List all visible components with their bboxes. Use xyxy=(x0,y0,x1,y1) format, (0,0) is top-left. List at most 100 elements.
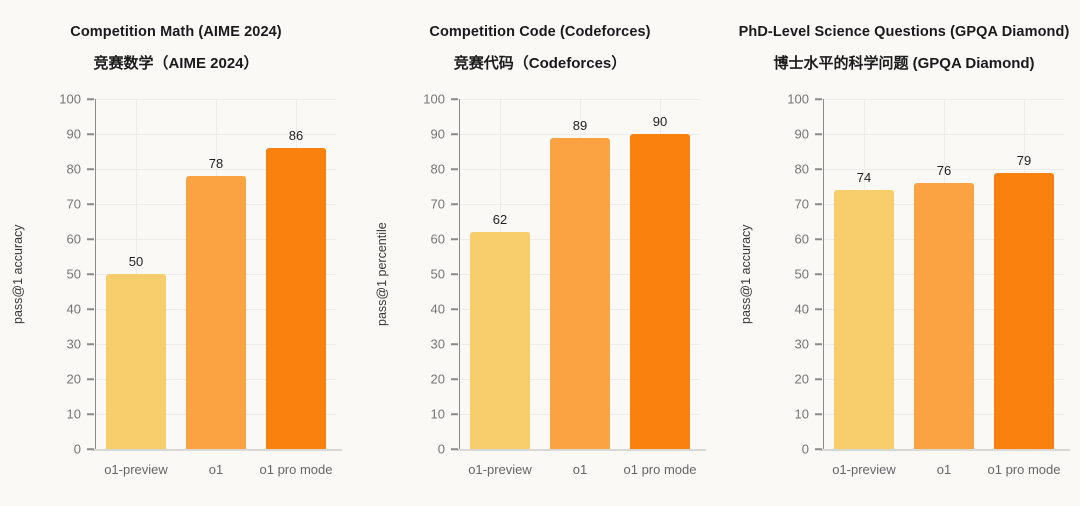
y-tick-label: 70 xyxy=(430,196,445,212)
y-tick-label: 10 xyxy=(794,406,809,422)
y-tick-label: 80 xyxy=(794,161,809,177)
bar-o1-pro-mode xyxy=(266,148,326,450)
x-category-label: o1-preview xyxy=(468,462,532,478)
y-tick-label: 40 xyxy=(794,301,809,317)
bar-o1-preview xyxy=(470,232,530,450)
y-tick-label: 90 xyxy=(430,126,445,142)
y-tick-label: 10 xyxy=(66,406,81,422)
y-tick-mark xyxy=(87,133,94,136)
x-category-label: o1 pro mode xyxy=(987,462,1061,478)
bar-o1-preview xyxy=(106,274,166,450)
y-tick-label: 70 xyxy=(794,196,809,212)
y-tick-label: 50 xyxy=(430,266,445,282)
bar-value-label: 86 xyxy=(288,128,304,144)
y-tick-mark xyxy=(815,98,822,101)
y-tick-mark xyxy=(815,413,822,416)
x-axis-line xyxy=(821,449,1070,451)
bar-o1-pro-mode xyxy=(630,134,690,450)
x-category-label: o1-preview xyxy=(104,462,168,478)
chart-subtitle-zh: 竞赛数学（AIME 2024） xyxy=(93,55,259,73)
x-category-label: o1 xyxy=(936,462,952,478)
y-tick-label: 90 xyxy=(66,126,81,142)
y-tick-mark xyxy=(451,203,458,206)
y-tick-mark xyxy=(451,378,458,381)
x-category-label: o1-preview xyxy=(832,462,896,478)
y-axis-line xyxy=(458,99,460,452)
chart-subtitle-zh: 博士水平的科学问题 (GPQA Diamond) xyxy=(773,55,1035,73)
y-tick-mark xyxy=(815,168,822,171)
y-tick-mark xyxy=(815,273,822,276)
y-tick-mark xyxy=(815,343,822,346)
y-tick-label: 60 xyxy=(794,231,809,247)
bar-value-label: 90 xyxy=(652,114,668,130)
y-tick-mark xyxy=(815,378,822,381)
bar-o1 xyxy=(186,176,246,450)
y-tick-label: 80 xyxy=(430,161,445,177)
y-tick-mark xyxy=(87,98,94,101)
chart-competition-code: Competition Code (Codeforces) 竞赛代码（Codef… xyxy=(372,0,708,506)
y-tick-label: 40 xyxy=(430,301,445,317)
y-tick-mark xyxy=(451,413,458,416)
plot-wrap: pass@1 percentile 0 10 20 30 40 50 60 70 80 90 100… xyxy=(372,92,708,477)
y-tick-label: 10 xyxy=(430,406,445,422)
y-tick-mark xyxy=(87,238,94,241)
y-tick-mark xyxy=(87,168,94,171)
chart-gpqa-science: PhD-Level Science Questions (GPQA Diamon… xyxy=(736,0,1072,506)
y-tick-mark xyxy=(815,448,822,451)
plot-area: pass@1 accuracy 0 10 20 30 40 50 60 70 80 90 100 50… xyxy=(11,92,342,477)
y-tick-mark xyxy=(451,133,458,136)
plot-wrap: pass@1 accuracy 0 10 20 30 40 50 60 70 80 90 100 74… xyxy=(736,92,1072,477)
bar-value-label: 50 xyxy=(128,254,144,270)
y-tick-mark xyxy=(87,343,94,346)
plot-wrap: pass@1 accuracy 0 10 20 30 40 50 60 70 80 90 100 50… xyxy=(8,92,344,477)
y-tick-label: 60 xyxy=(66,231,81,247)
x-axis-line xyxy=(457,449,706,451)
y-axis-line xyxy=(822,99,824,452)
y-tick-mark xyxy=(87,273,94,276)
y-axis-title: pass@1 percentile xyxy=(375,222,389,327)
plot-area: pass@1 percentile 0 10 20 30 40 50 60 70 80 90 100… xyxy=(375,92,706,477)
bar-value-label: 89 xyxy=(572,117,588,133)
bar-o1-preview xyxy=(834,190,894,450)
x-axis-line xyxy=(93,449,342,451)
bar-value-label: 62 xyxy=(492,212,508,228)
bar-value-label: 78 xyxy=(208,156,224,172)
y-tick-label: 50 xyxy=(794,266,809,282)
y-tick-label: 50 xyxy=(66,266,81,282)
y-tick-label: 0 xyxy=(437,441,445,457)
y-tick-mark xyxy=(815,308,822,311)
x-category-label: o1 xyxy=(208,462,224,478)
bar-value-label: 74 xyxy=(856,170,872,186)
y-tick-mark xyxy=(87,378,94,381)
y-tick-mark xyxy=(87,203,94,206)
y-tick-label: 0 xyxy=(73,441,81,457)
y-tick-label: 80 xyxy=(66,161,81,177)
x-category-label: o1 pro mode xyxy=(259,462,333,478)
chart-title: Competition Math (AIME 2024) xyxy=(70,24,282,40)
y-tick-mark xyxy=(451,308,458,311)
bar-o1 xyxy=(914,183,974,450)
chart-title: PhD-Level Science Questions (GPQA Diamon… xyxy=(738,24,1070,40)
y-tick-label: 60 xyxy=(430,231,445,247)
y-tick-label: 100 xyxy=(787,91,809,107)
y-tick-mark xyxy=(451,168,458,171)
y-tick-mark xyxy=(451,98,458,101)
y-tick-mark xyxy=(451,238,458,241)
chart-competition-math: Competition Math (AIME 2024) 竞赛数学（AIME 2… xyxy=(8,0,344,506)
y-tick-label: 100 xyxy=(423,91,445,107)
y-tick-label: 30 xyxy=(430,336,445,352)
y-tick-label: 30 xyxy=(794,336,809,352)
y-axis-title: pass@1 accuracy xyxy=(11,224,25,325)
y-tick-mark xyxy=(815,203,822,206)
x-category-label: o1 pro mode xyxy=(623,462,697,478)
y-tick-mark xyxy=(451,343,458,346)
plot-area: pass@1 accuracy 0 10 20 30 40 50 60 70 80 90 100 74… xyxy=(739,92,1070,477)
x-category-label: o1 xyxy=(572,462,588,478)
y-tick-label: 40 xyxy=(66,301,81,317)
y-tick-mark xyxy=(451,448,458,451)
chart-title: Competition Code (Codeforces) xyxy=(429,24,651,40)
y-axis-title: pass@1 accuracy xyxy=(739,224,753,325)
y-tick-label: 0 xyxy=(801,441,809,457)
chart-subtitle-zh: 竞赛代码（Codeforces） xyxy=(453,55,627,73)
